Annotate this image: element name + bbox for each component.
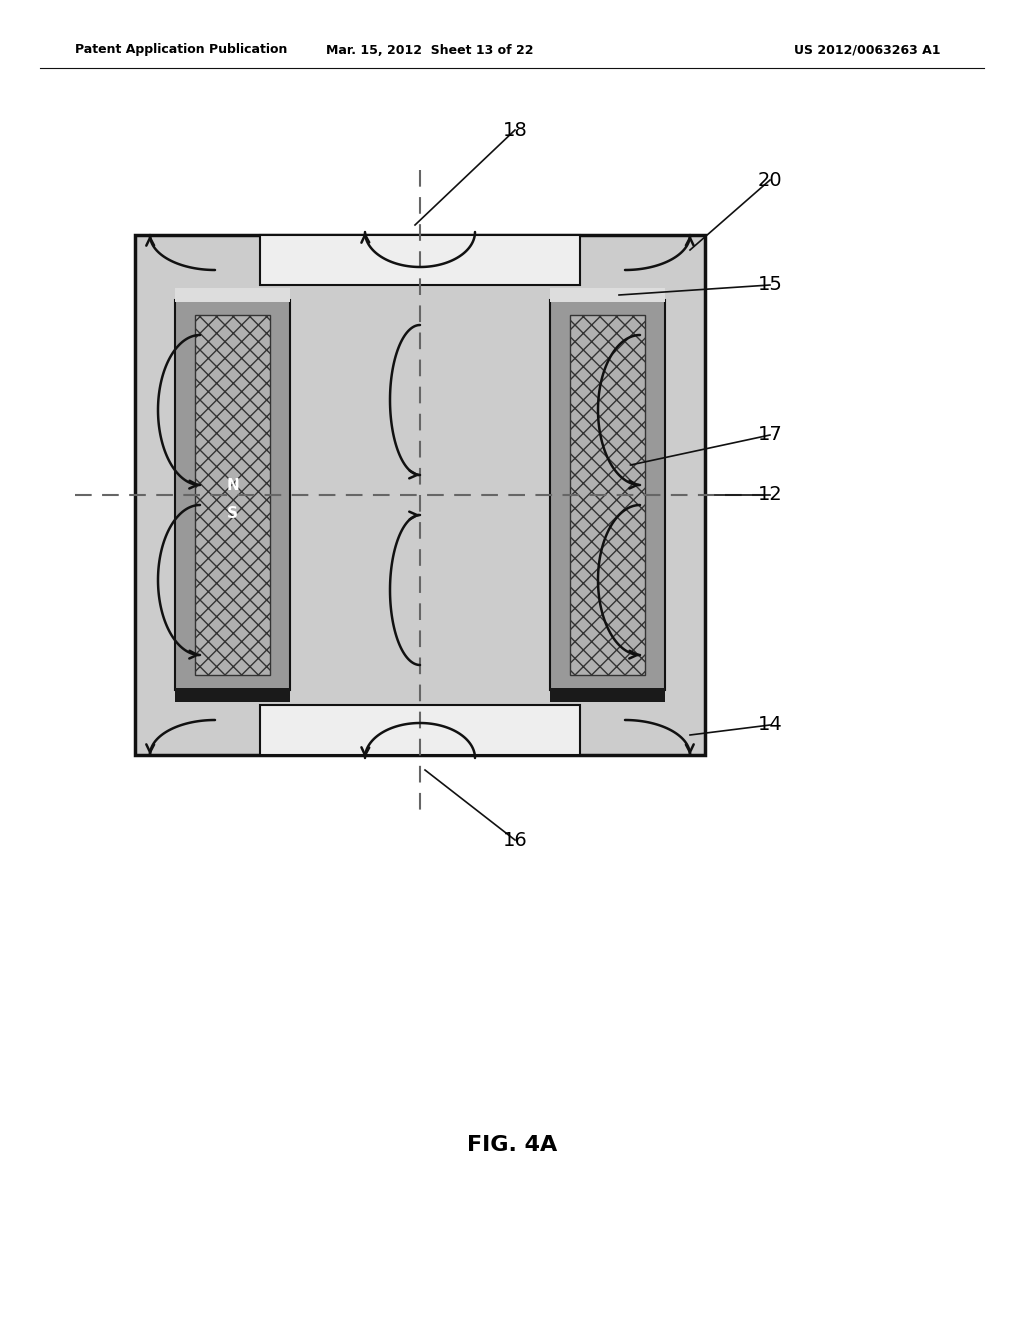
Text: 14: 14 — [758, 715, 782, 734]
Bar — [550, 300, 665, 690]
Bar — [175, 688, 290, 702]
Bar — [260, 705, 580, 755]
Text: US 2012/0063263 A1: US 2012/0063263 A1 — [794, 44, 940, 57]
Text: 17: 17 — [758, 425, 782, 445]
Text: Mar. 15, 2012  Sheet 13 of 22: Mar. 15, 2012 Sheet 13 of 22 — [327, 44, 534, 57]
Bar — [550, 288, 665, 302]
Text: S: S — [227, 506, 238, 520]
Bar — [175, 300, 290, 690]
Text: 12: 12 — [758, 486, 782, 504]
Text: FIG. 4A: FIG. 4A — [467, 1135, 557, 1155]
Text: N: N — [226, 478, 239, 492]
Text: Patent Application Publication: Patent Application Publication — [75, 44, 288, 57]
Text: 16: 16 — [503, 830, 527, 850]
Bar — [260, 235, 580, 285]
Text: 18: 18 — [503, 120, 527, 140]
Bar — [175, 288, 290, 302]
Bar — [195, 315, 270, 675]
Bar — [570, 315, 645, 675]
Text: 20: 20 — [758, 170, 782, 190]
Bar — [550, 688, 665, 702]
Text: 15: 15 — [758, 276, 782, 294]
Bar — [135, 235, 705, 755]
